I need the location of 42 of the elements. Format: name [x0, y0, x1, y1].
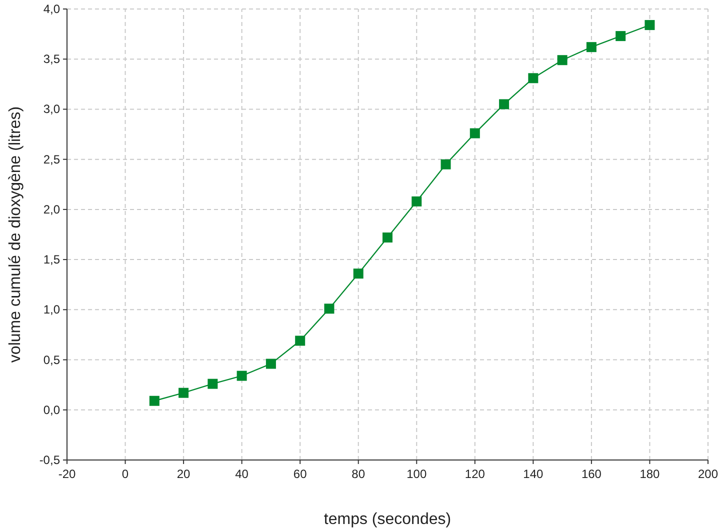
- x-tick-label: 60: [293, 467, 308, 481]
- point: [557, 55, 568, 66]
- y-tick-label: 3,0: [43, 102, 60, 116]
- point: [295, 336, 306, 346]
- x-tick-label: 140: [523, 467, 544, 481]
- x-tick-label: 100: [406, 467, 427, 481]
- x-tick-label: -20: [58, 467, 76, 481]
- y-tick-label: -0,5: [39, 453, 60, 467]
- y-tick-label: 0,0: [43, 402, 60, 417]
- y-tick-label: 1,5: [43, 252, 60, 267]
- point: [382, 232, 392, 243]
- y-tick-label: 3,5: [43, 52, 60, 66]
- point: [324, 304, 334, 314]
- x-tick-label: 20: [176, 467, 191, 481]
- point: [528, 73, 538, 84]
- point: [266, 358, 276, 369]
- y-tick-label: 2,5: [43, 152, 60, 166]
- x-tick-label: 160: [581, 467, 602, 481]
- point: [149, 396, 160, 406]
- y-tick-label: 4,0: [43, 2, 60, 16]
- y-tick-label: 0,5: [43, 352, 60, 367]
- point: [208, 378, 218, 389]
- point: [178, 388, 189, 398]
- point: [499, 99, 510, 110]
- point: [470, 128, 480, 138]
- x-tick-label: 180: [640, 467, 660, 481]
- x-tick-label: 0: [122, 467, 129, 481]
- point: [644, 20, 655, 30]
- point: [353, 268, 364, 279]
- x-tick-label: 200: [698, 467, 718, 481]
- y-tick-label: 1,0: [43, 302, 60, 317]
- point: [236, 370, 247, 381]
- y-axis-title: volume cumulé de dioxygène (litres): [7, 106, 24, 363]
- y-tick-label: 2,0: [43, 202, 60, 216]
- x-tick-label: 80: [352, 467, 366, 481]
- x-axis-title: temps (secondes): [324, 511, 452, 528]
- point: [586, 42, 596, 52]
- x-tick-label: 120: [464, 467, 486, 481]
- point: [440, 159, 451, 170]
- point: [616, 31, 626, 42]
- point: [412, 196, 422, 206]
- x-tick-label: 40: [235, 467, 249, 481]
